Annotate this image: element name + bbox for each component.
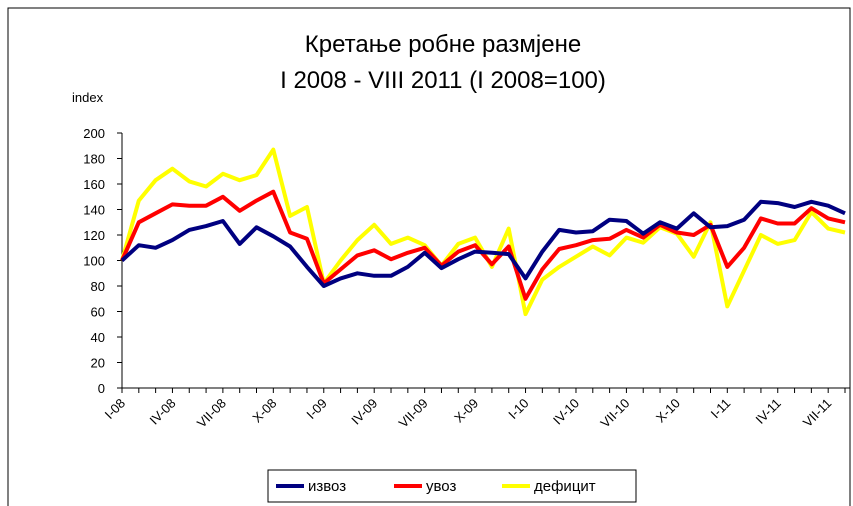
legend-box bbox=[267, 469, 637, 503]
y-tick-label: 180 bbox=[83, 152, 105, 167]
data-line bbox=[120, 199, 846, 288]
y-tick-label: 120 bbox=[83, 228, 105, 243]
y-tick-label: 80 bbox=[91, 279, 105, 294]
chart-title: Кретање робне размјене bbox=[305, 31, 581, 58]
y-tick-label: 140 bbox=[83, 203, 105, 218]
y-tick-label: 160 bbox=[83, 177, 105, 192]
legend-label: дефицит bbox=[534, 478, 596, 495]
data-line bbox=[120, 189, 846, 301]
y-tick-label: 40 bbox=[91, 330, 105, 345]
chart-subtitle: I 2008 - VIII 2011 (I 2008=100) bbox=[280, 67, 606, 94]
legend-label: извоз bbox=[308, 478, 346, 495]
y-tick-label: 20 bbox=[91, 356, 105, 371]
y-tick-label: 200 bbox=[83, 126, 105, 141]
y-tick-label: 60 bbox=[91, 305, 105, 320]
y-axis-label: index bbox=[72, 90, 104, 105]
y-tick-label: 100 bbox=[83, 254, 105, 269]
legend-label: увоз bbox=[426, 478, 456, 495]
y-tick-label: 0 bbox=[98, 381, 105, 396]
